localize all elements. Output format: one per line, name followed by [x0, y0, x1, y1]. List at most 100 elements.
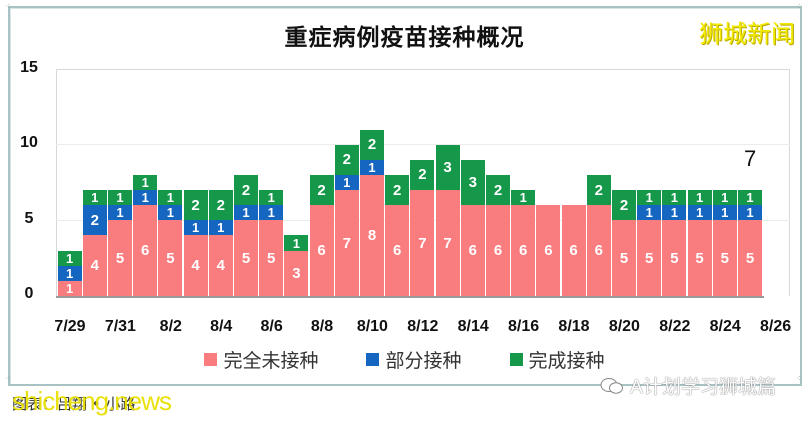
gridline-10: [56, 144, 790, 145]
segment-full: 2: [234, 174, 258, 206]
segment-unvaccinated: 6: [460, 205, 485, 296]
x-tick-label: 8/18: [558, 318, 590, 335]
watermark-wechat: A计划学习狮城篇: [600, 372, 776, 399]
x-tick-label: 8/22: [659, 318, 691, 335]
segment-full: 1: [284, 235, 309, 251]
segment-unvaccinated: 3: [284, 250, 309, 296]
segment-full: 1: [511, 190, 536, 206]
legend-item-partial: 部分接种: [366, 346, 462, 373]
segment-partial: 1: [334, 174, 359, 191]
watermark-wechat-text: A计划学习狮城篇: [630, 376, 776, 398]
segment-unvaccinated: 7: [334, 190, 359, 296]
segment-unvaccinated: 6: [536, 205, 561, 296]
segment-full: 1: [82, 190, 107, 206]
segment-full: 1: [738, 190, 762, 206]
segment-unvaccinated: 6: [586, 205, 611, 296]
segment-full: 1: [57, 250, 82, 266]
segment-unvaccinated: 5: [712, 220, 737, 296]
segment-unvaccinated: 5: [234, 220, 258, 296]
segment-partial: 2: [82, 205, 107, 236]
segment-full: 2: [410, 159, 435, 191]
wechat-icon: [600, 377, 623, 394]
x-tick-label: 8/12: [407, 318, 439, 335]
segment-unvaccinated: 7: [410, 190, 435, 296]
segment-unvaccinated: 6: [511, 205, 536, 296]
legend-item-full: 完成接种: [509, 346, 605, 373]
segment-partial: 1: [637, 205, 662, 221]
segment-unvaccinated: 4: [82, 235, 107, 296]
segment-partial: 1: [712, 205, 737, 221]
chart-credit-caption: 图表：吕翔 • 小路: [12, 395, 136, 413]
segment-partial: 1: [234, 205, 258, 221]
segment-partial: 1: [133, 190, 158, 206]
plot-area: [56, 69, 790, 296]
segment-full: 2: [183, 190, 208, 221]
y-tick-10: 10: [20, 134, 38, 151]
segment-unvaccinated: 5: [738, 220, 762, 296]
x-axis-line: [56, 296, 764, 298]
segment-full: 1: [133, 174, 158, 191]
y-tick-5: 5: [24, 210, 34, 227]
segment-unvaccinated: 5: [158, 220, 183, 296]
y-tick-0: 0: [24, 285, 34, 302]
segment-full: 2: [486, 174, 510, 206]
segment-partial: 1: [662, 205, 687, 221]
segment-full: 1: [259, 190, 284, 206]
legend-label: 完全未接种: [223, 350, 319, 372]
segment-full: 2: [360, 129, 384, 160]
segment-full: 1: [712, 190, 737, 206]
segment-partial: 1: [738, 205, 762, 221]
segment-unvaccinated: 6: [309, 205, 334, 296]
segment-full: 1: [108, 190, 132, 206]
chart-title: 重症病例疫苗接种概况: [284, 25, 525, 51]
segment-full: 1: [637, 190, 662, 206]
legend-swatch-full: [509, 353, 523, 366]
y-tick-15: 15: [20, 59, 38, 76]
segment-partial: 1: [687, 205, 712, 221]
resize-handle-top-right[interactable]: ⁘: [796, 2, 803, 11]
segment-partial: 1: [158, 205, 183, 221]
resize-handle-bottom-left[interactable]: ⁘: [5, 374, 12, 383]
x-tick-label: 8/6: [260, 318, 283, 335]
legend-label: 部分接种: [385, 350, 462, 372]
x-tick-label: 7/31: [104, 318, 136, 335]
x-tick-label: 8/20: [608, 318, 640, 335]
resize-handle-top-left[interactable]: ⁘: [5, 2, 12, 11]
segment-full: 1: [687, 190, 712, 206]
segment-unvaccinated: 6: [385, 205, 410, 296]
resize-handle-bottom-right[interactable]: ⁘: [796, 374, 803, 383]
segment-unvaccinated: 8: [360, 174, 384, 296]
x-tick-label: 8/16: [508, 318, 540, 335]
segment-unvaccinated: 6: [486, 205, 510, 296]
x-tick-label: 8/2: [159, 318, 182, 335]
segment-unvaccinated: 7: [435, 190, 460, 296]
legend-item-unvaccinated: 完全未接种: [204, 346, 318, 373]
segment-full: 2: [612, 190, 636, 221]
segment-full: 3: [460, 159, 485, 206]
segment-full: 2: [586, 174, 611, 206]
segment-partial: 1: [108, 205, 132, 221]
segment-unvaccinated: 5: [637, 220, 662, 296]
x-tick-label: 8/26: [760, 318, 792, 335]
x-tick-label: 8/24: [709, 318, 741, 335]
segment-partial: 1: [360, 159, 384, 175]
legend-swatch-partial: [366, 353, 380, 366]
legend-swatch-unvaccinated: [204, 353, 218, 366]
segment-full: 2: [309, 174, 334, 206]
segment-unvaccinated: 5: [612, 220, 636, 296]
segment-unvaccinated: 5: [662, 220, 687, 296]
segment-full: 2: [208, 190, 233, 221]
x-tick-label: 8/10: [356, 318, 388, 335]
segment-partial: 1: [183, 220, 208, 236]
segment-full: 1: [158, 190, 183, 206]
segment-unvaccinated: 5: [259, 220, 284, 296]
total-annotation: 7: [744, 146, 757, 171]
x-tick-label: 8/14: [457, 318, 489, 335]
segment-full: 3: [435, 144, 460, 191]
segment-partial: 1: [57, 265, 82, 281]
segment-unvaccinated: 4: [183, 235, 208, 296]
segment-full: 2: [385, 174, 410, 206]
segment-partial: 1: [259, 205, 284, 221]
x-tick-label: 8/8: [310, 318, 334, 335]
x-tick-label: 8/4: [210, 318, 233, 335]
